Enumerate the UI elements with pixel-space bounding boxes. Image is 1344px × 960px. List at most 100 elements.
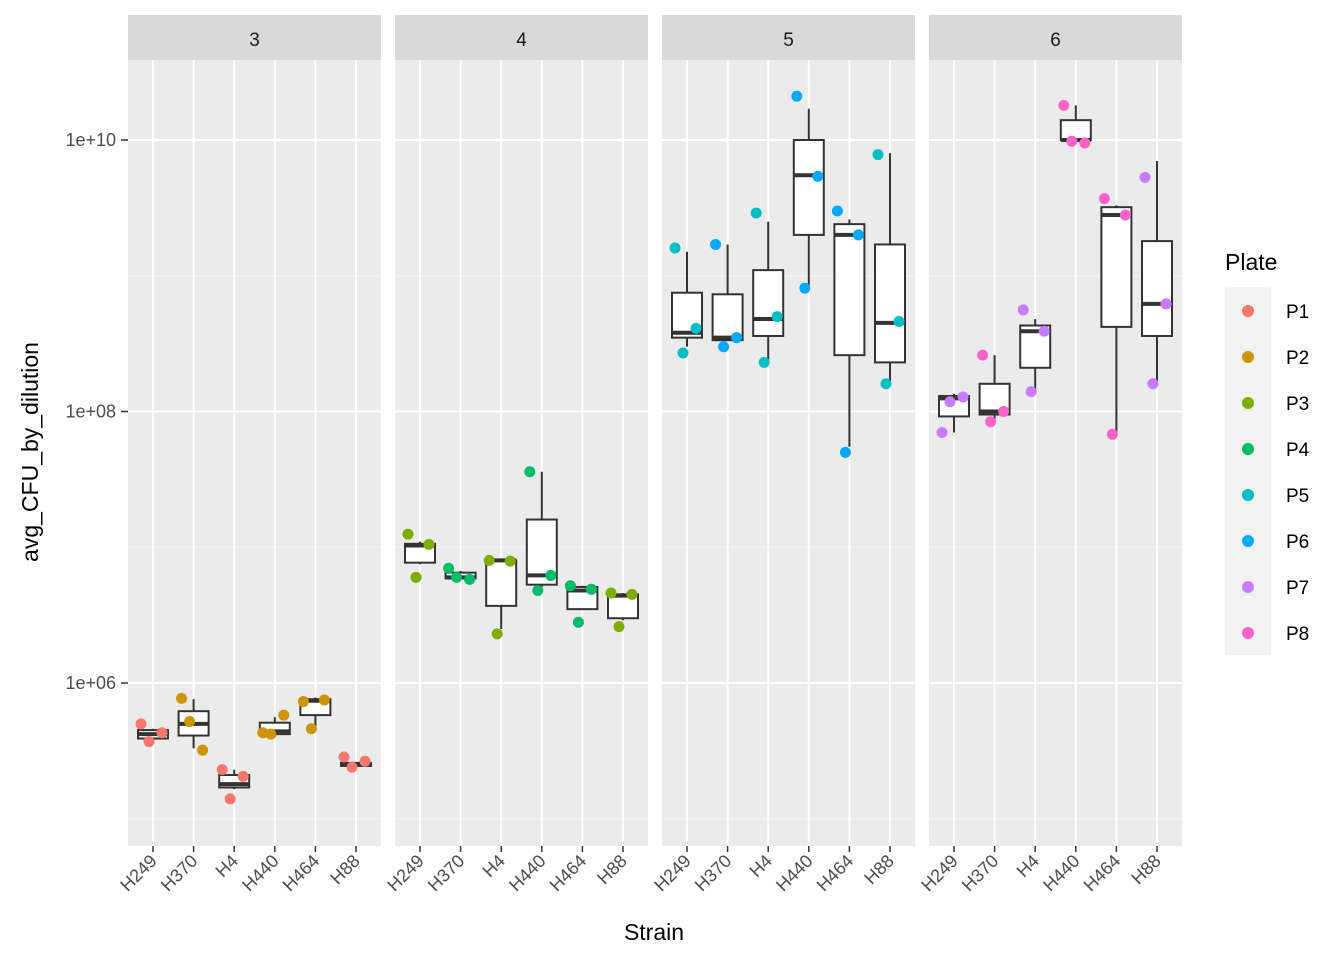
data-point-P1 bbox=[359, 755, 371, 767]
data-point-P2 bbox=[176, 692, 188, 704]
data-point-P5 bbox=[771, 311, 783, 323]
data-point-P1 bbox=[224, 793, 236, 805]
legend-label: P4 bbox=[1286, 440, 1310, 461]
box-H440 bbox=[792, 139, 825, 236]
facet-strip-label: 6 bbox=[1050, 30, 1061, 51]
legend-label: P7 bbox=[1286, 578, 1309, 599]
box-H88 bbox=[874, 243, 906, 364]
data-point-P1 bbox=[237, 770, 249, 782]
data-point-P6 bbox=[731, 332, 743, 344]
data-point-P8 bbox=[998, 406, 1010, 417]
legend-label: P6 bbox=[1286, 532, 1309, 553]
data-point-P6 bbox=[812, 170, 824, 182]
data-point-P7 bbox=[944, 396, 956, 408]
data-point-P4 bbox=[451, 571, 463, 583]
data-point-P1 bbox=[135, 718, 147, 730]
data-point-P7 bbox=[936, 427, 948, 439]
box-H4 bbox=[485, 559, 518, 607]
data-point-P2 bbox=[197, 744, 209, 756]
data-point-P8 bbox=[977, 349, 989, 361]
x-axis-title: Strain bbox=[624, 919, 684, 945]
facet-strip-label: 4 bbox=[516, 30, 527, 51]
data-point-P7 bbox=[1038, 325, 1050, 337]
data-point-P4 bbox=[524, 466, 536, 478]
legend-key-background bbox=[1225, 287, 1271, 655]
data-point-P2 bbox=[318, 694, 330, 706]
facet-strip-label: 5 bbox=[783, 30, 794, 51]
data-point-P3 bbox=[423, 538, 435, 550]
legend-swatch-P6 bbox=[1242, 535, 1254, 547]
facet-strip bbox=[395, 15, 648, 60]
data-point-P4 bbox=[572, 616, 584, 628]
data-point-P8 bbox=[1066, 135, 1078, 147]
legend-label: P5 bbox=[1286, 486, 1309, 507]
data-point-P7 bbox=[1139, 171, 1151, 183]
data-point-P3 bbox=[613, 621, 625, 633]
data-point-P6 bbox=[791, 90, 803, 102]
data-point-P7 bbox=[1160, 298, 1172, 310]
data-point-P2 bbox=[265, 728, 277, 740]
data-point-P3 bbox=[504, 555, 516, 567]
facet-strip-label: 3 bbox=[249, 30, 260, 51]
data-point-P4 bbox=[464, 573, 476, 585]
legend-label: P2 bbox=[1286, 348, 1309, 369]
panel-background bbox=[929, 60, 1182, 846]
data-point-P3 bbox=[402, 528, 414, 540]
data-point-P5 bbox=[750, 207, 762, 219]
data-point-P3 bbox=[605, 587, 617, 599]
legend-label: P1 bbox=[1286, 302, 1309, 323]
data-point-P6 bbox=[710, 238, 722, 250]
data-point-P4 bbox=[564, 580, 576, 592]
data-point-P8 bbox=[1106, 428, 1118, 440]
facet-strip bbox=[662, 15, 915, 60]
data-point-P4 bbox=[545, 569, 557, 581]
data-point-P5 bbox=[872, 149, 884, 161]
data-point-P3 bbox=[626, 588, 638, 600]
data-point-P8 bbox=[1058, 99, 1070, 111]
data-point-P2 bbox=[297, 696, 309, 708]
data-point-P5 bbox=[677, 347, 689, 359]
y-tick-label: 1e+08 bbox=[65, 402, 116, 422]
data-point-P4 bbox=[532, 585, 544, 597]
panel-background bbox=[395, 60, 648, 846]
data-point-P8 bbox=[1098, 193, 1110, 205]
box-H88 bbox=[1141, 240, 1173, 337]
y-tick-label: 1e+10 bbox=[65, 130, 116, 150]
legend-swatch-P4 bbox=[1242, 443, 1254, 455]
data-point-P2 bbox=[278, 709, 290, 721]
data-point-P2 bbox=[305, 723, 317, 735]
data-point-P4 bbox=[443, 562, 455, 574]
data-point-P1 bbox=[216, 764, 228, 776]
data-point-P4 bbox=[585, 583, 597, 595]
data-point-P3 bbox=[491, 628, 503, 640]
data-point-P5 bbox=[669, 242, 681, 254]
data-point-P5 bbox=[880, 378, 892, 390]
data-point-P5 bbox=[690, 322, 702, 334]
panel-background bbox=[662, 60, 915, 846]
data-point-P6 bbox=[718, 341, 730, 353]
box-H440 bbox=[1059, 119, 1092, 141]
legend: Plate P1 P2 P3 P4 P5 P6 P7 P8 bbox=[1225, 249, 1310, 655]
data-point-P1 bbox=[143, 736, 155, 748]
legend-swatch-P7 bbox=[1242, 581, 1254, 593]
data-point-P7 bbox=[957, 391, 969, 403]
data-point-P8 bbox=[1079, 137, 1091, 149]
box-H464 bbox=[833, 223, 866, 357]
data-point-P1 bbox=[346, 761, 358, 773]
y-tick-label: 1e+06 bbox=[65, 673, 116, 693]
data-point-P7 bbox=[1025, 386, 1037, 398]
data-point-P1 bbox=[338, 751, 350, 763]
box-H4 bbox=[752, 269, 785, 337]
data-point-P3 bbox=[483, 554, 495, 566]
y-axis-title: avg_CFU_by_dilution bbox=[17, 342, 43, 562]
data-point-P8 bbox=[1119, 209, 1131, 221]
data-point-P7 bbox=[1017, 304, 1029, 316]
legend-swatch-P1 bbox=[1242, 305, 1254, 317]
legend-swatch-P3 bbox=[1242, 397, 1254, 409]
legend-swatch-P5 bbox=[1242, 489, 1254, 501]
legend-label: P8 bbox=[1286, 624, 1309, 645]
